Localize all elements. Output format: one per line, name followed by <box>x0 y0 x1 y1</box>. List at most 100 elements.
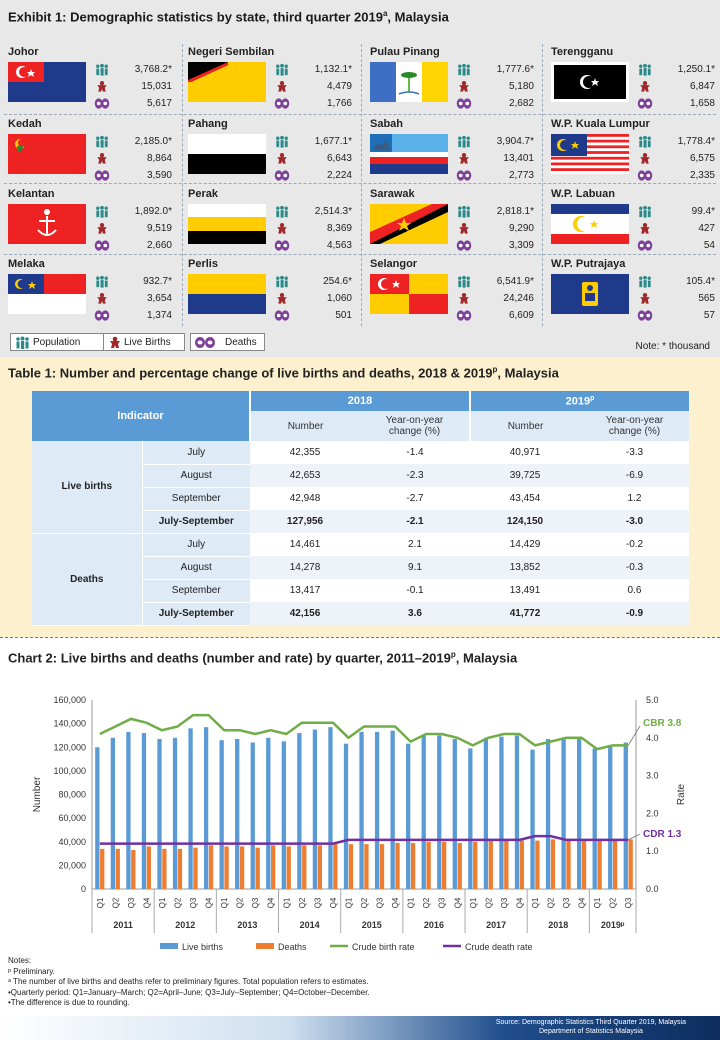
number-2019-cell: 13,852 <box>470 556 580 579</box>
deaths-icon <box>195 337 215 348</box>
table-section: Table 1: Number and percentage change of… <box>0 357 720 637</box>
live-births-bar <box>374 731 380 889</box>
state-name: Negeri Sembilan <box>188 46 275 58</box>
population-icon <box>96 63 108 76</box>
live-births-bar <box>110 737 116 889</box>
state-card-sabah: Sabah 3,904.7* 13,401 2,773 <box>366 118 542 184</box>
deaths-bar <box>488 840 493 889</box>
y-axis-label: Number <box>32 776 43 812</box>
change-2019-cell: -6.9 <box>580 464 689 487</box>
deaths-icon <box>637 240 653 251</box>
live-births-bar <box>406 743 411 889</box>
deaths-bar <box>473 841 478 889</box>
legend-label: Crude birth rate <box>352 942 415 952</box>
state-card-putrajaya: W.P. Putrajaya 105.4* 565 57 <box>547 258 720 324</box>
year-label: 2017 <box>486 920 506 930</box>
y2-tick-label: 3.0 <box>646 771 659 781</box>
quarter-label: Q1 <box>158 897 167 908</box>
population-stat: 2,514.3* <box>272 204 354 220</box>
yoy-header: Year-on-year change (%) <box>360 411 471 441</box>
deaths-stat: 1,658 <box>635 96 717 112</box>
deaths-bar <box>317 845 322 889</box>
baby-icon <box>459 81 469 92</box>
year-label: 2018 <box>548 920 568 930</box>
deaths-icon <box>637 310 653 321</box>
month-cell: July <box>141 533 250 557</box>
live-births-stat: 3,654 <box>92 291 174 307</box>
year-label: 2015 <box>362 920 382 930</box>
state-name: W.P. Putrajaya <box>551 258 626 270</box>
deaths-icon <box>94 98 110 109</box>
state-flag <box>370 204 448 244</box>
quarter-label: Q3 <box>624 897 633 908</box>
state-name: Perak <box>188 188 218 200</box>
deaths-stat: 5,617 <box>92 96 174 112</box>
baby-icon <box>640 293 650 304</box>
population-icon <box>96 275 108 288</box>
baby-icon <box>640 153 650 164</box>
population-stat: 1,250.1* <box>635 62 717 78</box>
state-flag <box>8 62 86 102</box>
number-2018-cell: 42,355 <box>250 441 360 464</box>
state-card-negeri: Negeri Sembilan 1,132.1* 4,479 1,766 <box>184 46 360 112</box>
change-2018-cell: -0.1 <box>360 579 470 602</box>
month-cell: September <box>141 487 250 511</box>
yoy-header: Year-on-year change (%) <box>580 411 689 441</box>
quarter-label: Q4 <box>453 897 462 908</box>
deaths-stat: 1,374 <box>92 308 174 324</box>
deaths-bar <box>395 842 400 889</box>
baby-icon <box>459 153 469 164</box>
deaths-bar <box>146 846 151 889</box>
change-2019-cell: -0.9 <box>580 602 689 625</box>
deaths-stat: 2,335 <box>635 168 717 184</box>
population-stat: 932.7* <box>92 274 174 290</box>
legend-label: Live births <box>182 942 224 952</box>
deaths-stat: 6,609 <box>454 308 536 324</box>
quarter-label: Q3 <box>376 897 385 908</box>
baby-icon <box>459 293 469 304</box>
live-births-bar <box>297 733 302 889</box>
quarter-label: Q4 <box>391 897 400 908</box>
baby-icon <box>110 336 120 348</box>
quarter-label: Q1 <box>407 897 416 908</box>
live-births-bar <box>577 737 582 889</box>
deaths-bar <box>224 846 229 889</box>
state-flag <box>551 62 629 102</box>
deaths-stat: 501 <box>272 308 354 324</box>
baby-icon <box>97 293 107 304</box>
state-flag <box>370 62 448 102</box>
live-births-stat: 13,401 <box>454 151 536 167</box>
number-2018-cell: 127,956 <box>250 510 360 533</box>
live-births-bar <box>421 735 426 889</box>
baby-icon <box>640 223 650 234</box>
deaths-icon <box>274 98 290 109</box>
deaths-bar <box>581 839 587 889</box>
live-births-bar <box>126 731 131 889</box>
deaths-bar <box>410 842 416 889</box>
live-births-stat: 8,864 <box>92 151 174 167</box>
state-card-terengganu: Terengganu 1,250.1* 6,847 1,658 <box>547 46 720 112</box>
live-births-bar <box>235 738 240 889</box>
legend-swatch <box>256 943 274 949</box>
group-label: Live births <box>32 441 142 534</box>
deaths-stat: 2,773 <box>454 168 536 184</box>
population-icon <box>96 205 108 218</box>
state-card-johor: Johor 3,768.2* 15,031 5,617 <box>4 46 180 112</box>
state-flag <box>551 274 629 314</box>
legend-population: Population <box>10 333 118 351</box>
live-births-stat: 15,031 <box>92 79 174 95</box>
y-tick-label: 160,000 <box>53 695 86 705</box>
state-card-labuan: W.P. Labuan 99.4* 427 54 <box>547 188 720 254</box>
number-2019-cell: 13,491 <box>470 579 580 602</box>
deaths-bar <box>162 848 167 889</box>
live-births-bar <box>545 738 551 889</box>
live-births-bar <box>266 737 271 889</box>
live-births-stat: 6,575 <box>635 151 717 167</box>
state-card-sarawak: Sarawak 2,818.1* 9,290 3,309 <box>366 188 542 254</box>
table-row: Deaths July 14,461 2.1 14,429 -0.2 <box>32 533 689 626</box>
live-births-bar <box>561 737 566 889</box>
live-births-stat: 24,246 <box>454 291 536 307</box>
number-2018-cell: 42,948 <box>250 487 360 510</box>
y-tick-label: 60,000 <box>58 813 86 823</box>
change-2018-cell: -1.4 <box>360 441 470 464</box>
